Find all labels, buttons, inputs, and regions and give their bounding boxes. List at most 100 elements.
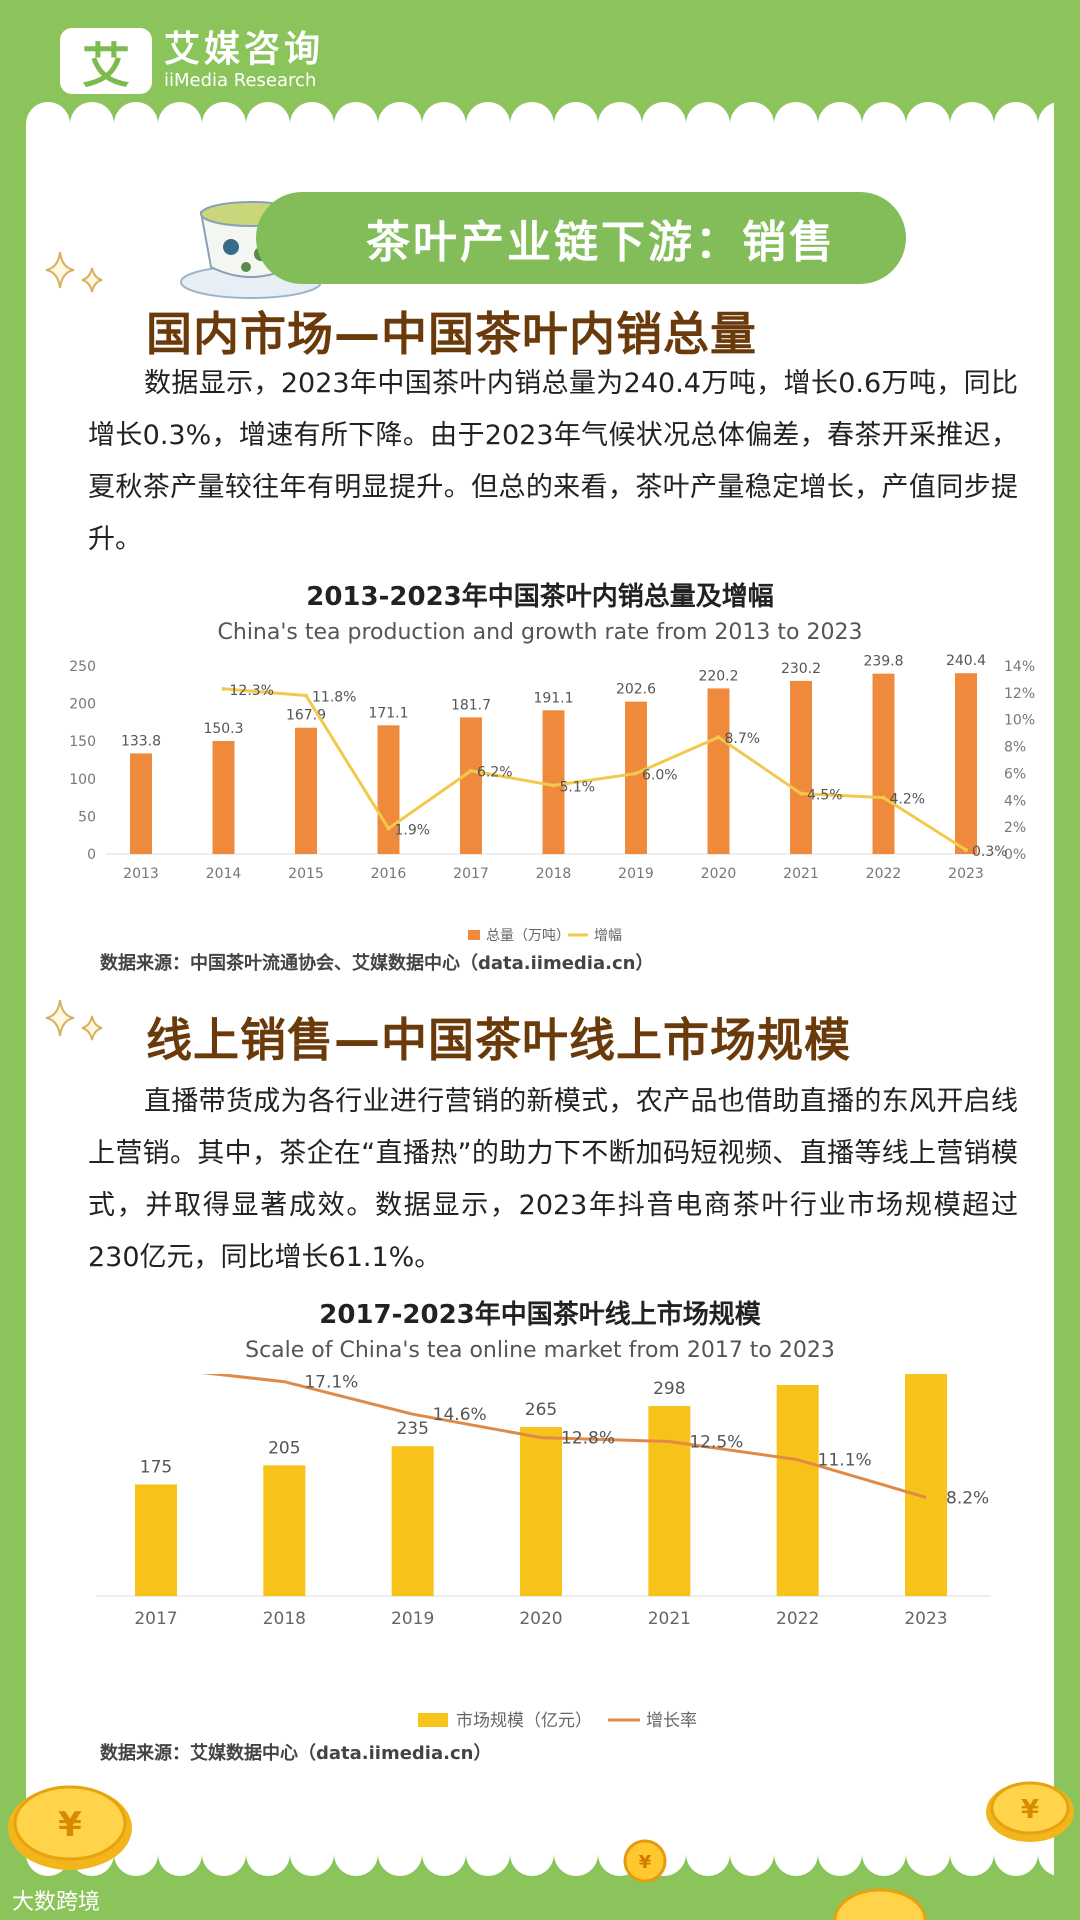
chart1-bar-label: 240.4 [946,654,986,669]
chart1-right-tick: 10% [1004,713,1035,729]
chart1-right-tick: 0% [1004,847,1026,863]
chart1-growth-label: 11.8% [312,690,356,706]
chart1-bar-label: 202.6 [616,682,656,698]
chart2-growth-label: 11.1% [818,1451,872,1471]
chart2-bar-label: 298 [653,1379,685,1399]
chart1-left-tick: 250 [69,659,96,675]
chart1-growth-label: 1.9% [395,822,431,838]
banner-title: 茶叶产业链下游：销售 [256,192,906,284]
chart1-growth-label: 4.5% [807,788,843,804]
chart1-growth-label: 5.1% [560,780,596,796]
chart1-left-tick: 0 [87,847,96,863]
chart1-x-tick: 2019 [618,866,654,882]
chart2-x-tick: 2020 [519,1609,562,1629]
chart2-bar-label: 235 [396,1419,428,1439]
chart1-growth-point [386,826,391,831]
chart1-bar [130,753,152,854]
chart2-bar-label: 175 [140,1457,172,1477]
chart1-right-tick: 14% [1004,659,1035,675]
chart1-x-tick: 2021 [783,866,819,882]
chart1-x-tick: 2017 [453,866,489,882]
chart1-growth-point [716,735,721,740]
sparkle-icon [45,251,103,293]
chart1-x-tick: 2016 [371,866,407,882]
chart1-growth-label: 0.3% [972,844,1008,860]
chart2-growth-label: 14.6% [433,1405,487,1425]
chart1-left-tick: 200 [69,697,96,713]
chart1-growth-label: 4.2% [890,792,926,808]
chart1-growth-label: 12.3% [230,683,274,699]
svg-text:¥: ¥ [58,1805,82,1845]
chart1-bar [707,688,730,854]
chart1-bar-label: 239.8 [863,654,903,670]
chart1-right-tick: 6% [1004,766,1026,782]
chart2-growth-label: 18.2% [176,1374,230,1378]
chart1-x-tick: 2014 [206,866,242,882]
chart1-bar-label: 181.7 [451,697,491,713]
section2-heading: 线上销售—中国茶叶线上市场规模 [146,1013,851,1067]
coin-icon: ¥ [623,1839,667,1883]
coin-icon [833,1888,927,1920]
chart1-left-tick: 150 [69,734,96,750]
chart2-growth-label: 17.1% [304,1374,358,1393]
chart2-bar-label: 331 [781,1374,813,1378]
chart1-right-tick: 2% [1004,820,1026,836]
chart2-bar-label: 205 [268,1438,300,1458]
chart1-growth-point [304,693,308,698]
chart1-growth-point [964,847,968,852]
chart1-bar [872,673,895,854]
chart2-x-tick: 2018 [263,1609,306,1629]
chart2-x-tick: 2023 [904,1609,947,1629]
chart1-growth-line [223,687,967,852]
chart2-growth-line [201,1374,927,1499]
chart1-title: 2013-2023年中国茶叶内销总量及增幅 [306,582,774,612]
chart2-growth-label: 12.5% [689,1433,743,1453]
chart1-x-tick: 2013 [123,866,159,882]
section1-paragraph: 数据显示，2023年中国茶叶内销总量为240.4万吨，增长0.6万吨，同比增长0… [88,368,1018,555]
chart2-bar-label: 265 [525,1400,557,1420]
coin-icon: ¥ [8,1785,132,1870]
chart1-x-tick: 2018 [536,866,572,882]
chart1-growth-point [469,768,473,773]
chart1-left-tick: 50 [78,809,96,825]
chart1-subtitle: China's tea production and growth rate f… [217,620,863,645]
chart1-bar-label: 220.2 [698,668,738,684]
watermark: 大数跨境 [12,1890,101,1915]
svg-text:¥: ¥ [639,1852,652,1873]
chart2-bar [263,1465,306,1596]
chart1-bar [542,710,565,854]
chart1-x-tick: 2015 [288,866,324,882]
chart1-right-tick: 8% [1004,740,1026,756]
chart2-bar [648,1406,691,1596]
chart1-growth-point [221,686,226,691]
chart1-growth-point [551,783,556,788]
chart1-growth-point [881,795,886,800]
chart1-bar [790,680,812,854]
chart1-bar-label: 230.2 [781,661,821,677]
chart1-growth-label: 6.0% [642,767,678,783]
chart1-left-tick: 100 [69,772,96,788]
chart1-plot: 0 50 100 150 200 250 0% 2% 4% 6% 8% 10% 12% 14% 133.8 2… [69,654,1035,882]
chart1-bar [295,727,317,854]
chart2-subtitle: Scale of China's tea online market from … [245,1338,835,1363]
chart2-x-tick: 2022 [776,1609,819,1629]
chart1-bar [212,740,235,854]
sparkle-icon [45,999,103,1041]
chart1-bar-label: 150.3 [203,721,243,737]
coin-icon: ¥ [986,1781,1074,1842]
chart2-bar [520,1427,562,1596]
chart1-growth-point [799,791,803,796]
chart2-bar [905,1374,947,1596]
chart2-growth-label: 8.2% [946,1488,989,1508]
section2-paragraph: 直播带货成为各行业进行营销的新模式，农产品也借助直播的东风开启线上营销。其中，茶… [88,1086,1018,1273]
chart1-growth-point [634,771,638,776]
chart1-bar-label: 133.8 [121,733,161,749]
chart2-x-tick: 2017 [134,1609,177,1629]
chart2-bar [391,1446,434,1596]
chart1-right-tick: 12% [1004,686,1035,702]
chart1-x-tick: 2020 [701,866,737,882]
chart1-bar [955,673,977,854]
section2-source: 数据来源：艾媒数据中心（data.iimedia.cn） [100,1743,492,1764]
section1-source: 数据来源：中国茶叶流通协会、艾媒数据中心（data.iimedia.cn） [100,953,654,974]
chart2-title: 2017-2023年中国茶叶线上市场规模 [319,1300,761,1330]
